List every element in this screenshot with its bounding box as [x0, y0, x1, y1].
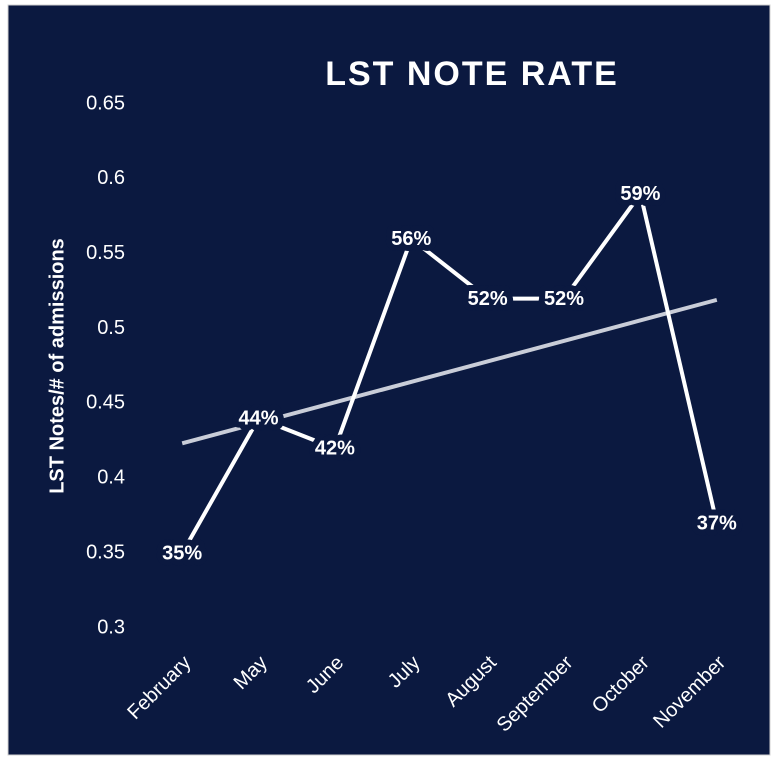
- data-label: 37%: [697, 512, 737, 534]
- y-tick-label: 0.45: [86, 392, 125, 414]
- data-label: 52%: [468, 288, 508, 310]
- data-label: 56%: [391, 228, 431, 250]
- data-line: [180, 191, 719, 555]
- y-tick-label: 0.4: [97, 467, 125, 489]
- data-label: 52%: [544, 288, 584, 310]
- y-tick-label: 0.65: [86, 92, 125, 114]
- background: [7, 4, 771, 756]
- y-tick-label: 0.6: [97, 167, 125, 189]
- y-tick-label: 0.3: [97, 616, 125, 638]
- data-label: 59%: [620, 183, 660, 205]
- y-axis-title: LST Notes/# of admissions: [46, 238, 68, 494]
- data-label: 35%: [162, 542, 202, 564]
- y-tick-label: 0.5: [97, 317, 125, 339]
- trendline: [181, 297, 718, 446]
- data-label: 42%: [315, 438, 355, 460]
- data-label: 44%: [239, 408, 279, 430]
- y-tick-label: 0.55: [86, 242, 125, 264]
- chart-title: LST NOTE RATE: [325, 55, 619, 93]
- y-tick-label: 0.35: [86, 541, 125, 563]
